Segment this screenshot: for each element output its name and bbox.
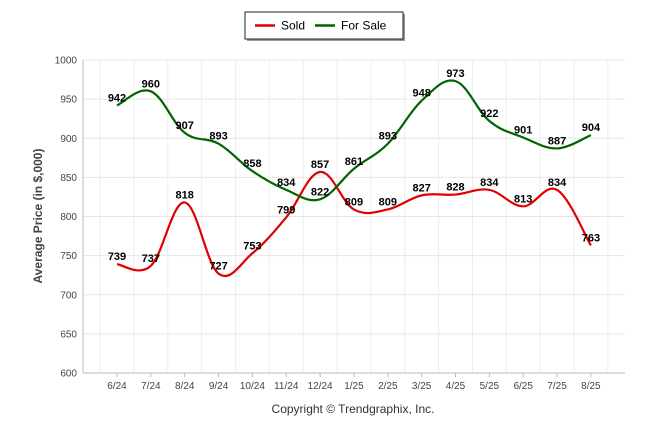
y-axis-title: Average Price (in $,000)	[31, 149, 45, 284]
data-labels: 739 737 818 727 753 799 857 809 809 827 828 834 813 8…	[108, 68, 601, 272]
x-tick-label: 5/25	[480, 381, 500, 392]
sold-data-label: 813	[514, 193, 532, 205]
y-tick-label: 1000	[55, 56, 78, 67]
sold-data-label: 763	[582, 232, 600, 244]
sold-data-label: 809	[345, 196, 363, 208]
x-tick-label: 3/25	[412, 381, 432, 392]
x-tick-label: 8/24	[175, 381, 195, 392]
for-sale-data-label: 822	[311, 186, 329, 198]
copyright-credit: Copyright © Trendgraphix, Inc.	[272, 402, 435, 416]
x-tick-label: 2/25	[378, 381, 398, 392]
axes	[82, 60, 625, 377]
for-sale-data-label: 887	[548, 135, 566, 147]
for-sale-data-label: 907	[176, 120, 194, 132]
x-tick-label: 12/24	[308, 381, 333, 392]
for-sale-data-label: 858	[243, 158, 261, 170]
for-sale-data-label: 948	[412, 88, 430, 100]
x-tick-label: 6/24	[107, 381, 127, 392]
sold-data-label: 809	[379, 196, 397, 208]
y-tick-label: 700	[60, 290, 77, 301]
for-sale-data-label: 861	[345, 156, 363, 168]
for-sale-data-label: 922	[480, 108, 498, 120]
sold-data-label: 818	[176, 189, 194, 201]
for-sale-data-label: 893	[379, 131, 397, 143]
series-lines	[116, 79, 592, 277]
sold-data-label: 834	[548, 177, 567, 189]
sold-data-label: 753	[243, 240, 261, 252]
sold-data-label: 727	[209, 261, 227, 273]
for-sale-data-label: 904	[582, 122, 601, 134]
x-axis-ticks: 6/24 7/24 8/24 9/24 10/24 11/24 12/24 1/25 2/25 3…	[107, 381, 601, 392]
sold-data-label: 857	[311, 159, 329, 171]
legend-label-sold: Sold	[281, 19, 305, 33]
for-sale-data-label: 901	[514, 124, 532, 136]
y-tick-label: 900	[60, 134, 77, 145]
x-tick-label: 8/25	[581, 381, 601, 392]
sold-data-label: 739	[108, 251, 126, 263]
sold-data-label: 834	[480, 177, 499, 189]
x-tick-label: 11/24	[274, 381, 299, 392]
x-tick-label: 7/24	[141, 381, 161, 392]
y-tick-label: 800	[60, 212, 77, 223]
x-tick-label: 4/25	[446, 381, 466, 392]
sold-data-label: 737	[142, 253, 160, 265]
x-tick-label: 10/24	[240, 381, 265, 392]
for-sale-data-label: 942	[108, 92, 126, 104]
for-sale-line	[116, 79, 592, 202]
legend-label-for-sale: For Sale	[341, 19, 387, 33]
y-tick-label: 750	[60, 251, 77, 262]
x-tick-label: 9/24	[209, 381, 229, 392]
sold-data-label: 827	[412, 182, 430, 194]
for-sale-data-label: 973	[446, 68, 464, 80]
sold-data-label: 799	[277, 204, 295, 216]
for-sale-data-label: 893	[209, 131, 227, 143]
for-sale-data-label: 960	[142, 78, 160, 90]
x-tick-label: 7/25	[547, 381, 567, 392]
y-axis-ticks: 600 650 700 750 800 850 900 950 1000	[55, 56, 78, 380]
x-tick-label: 6/25	[513, 381, 533, 392]
legend: Sold For Sale	[244, 11, 405, 41]
y-tick-label: 600	[60, 369, 77, 380]
x-tick-label: 1/25	[344, 381, 364, 392]
sold-line	[116, 170, 592, 277]
sold-data-label: 828	[446, 182, 464, 194]
y-tick-label: 950	[60, 95, 77, 106]
y-tick-label: 650	[60, 329, 77, 340]
y-tick-label: 850	[60, 173, 77, 184]
for-sale-data-label: 834	[277, 177, 296, 189]
